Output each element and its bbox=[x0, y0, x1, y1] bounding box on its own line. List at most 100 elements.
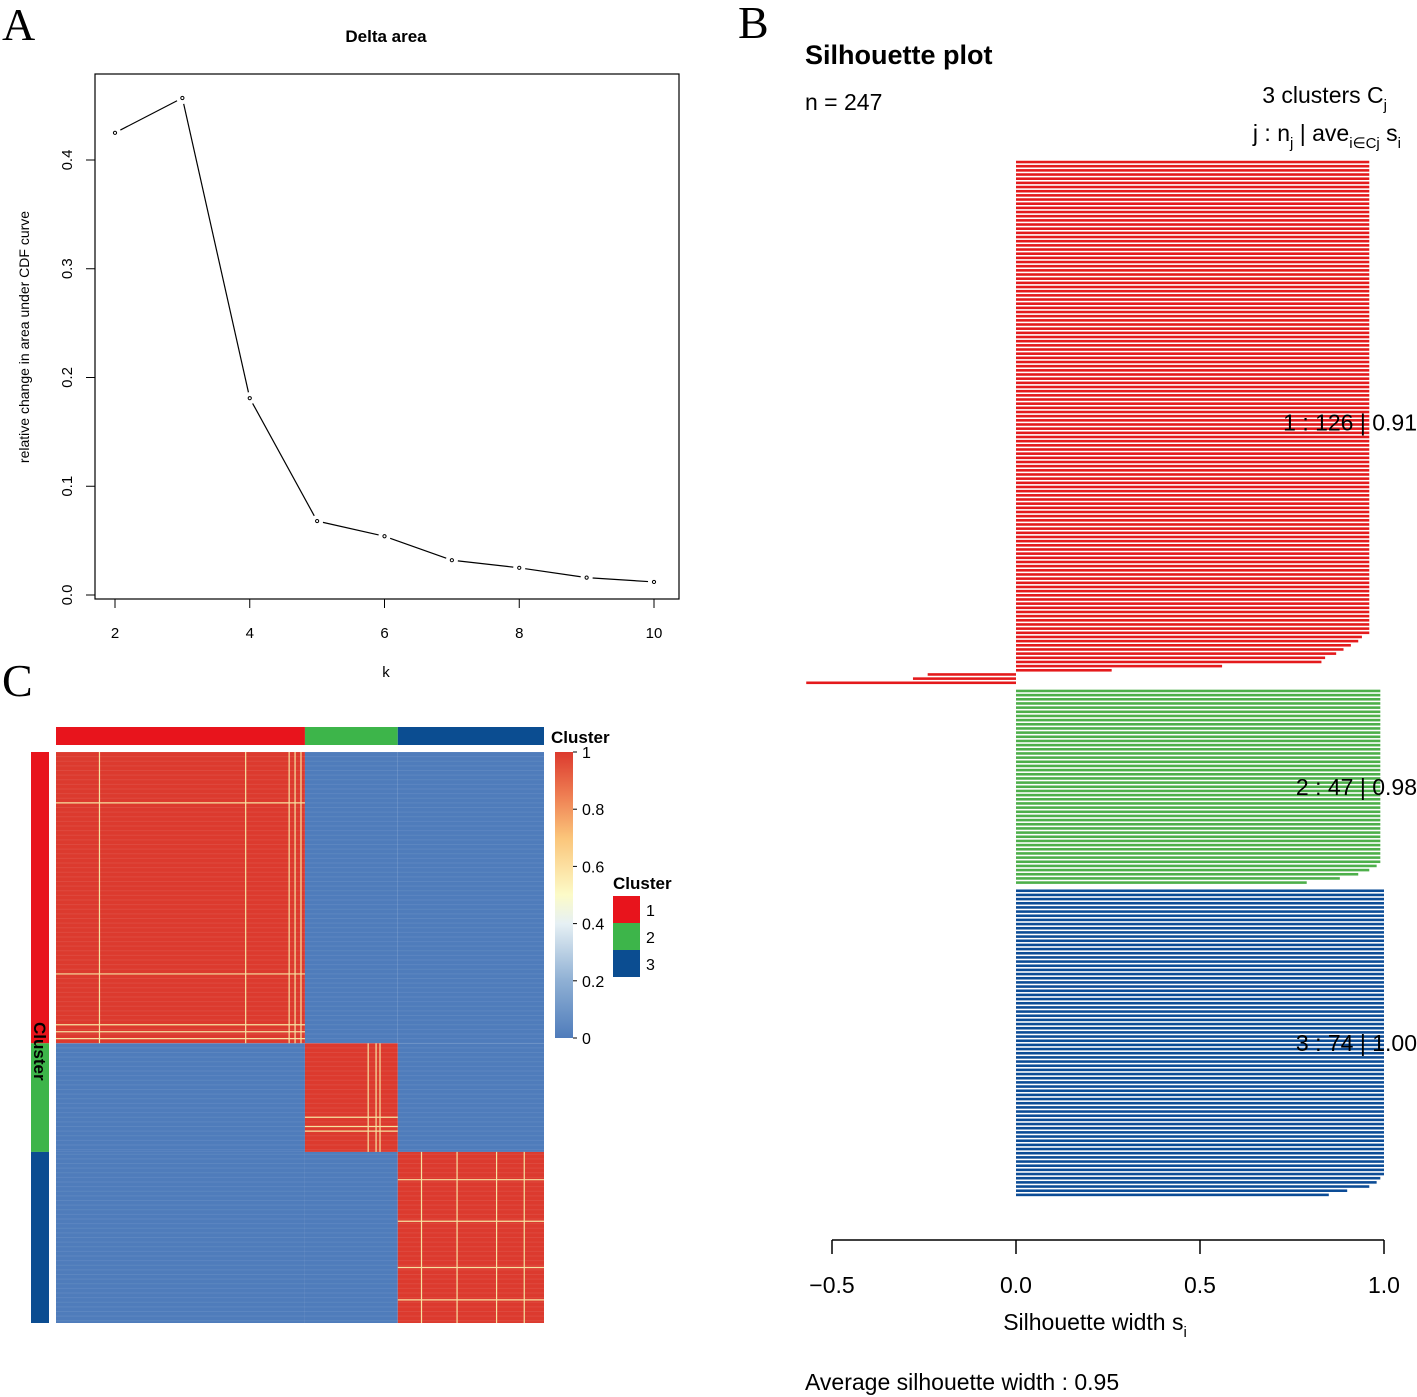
silhouette-bar bbox=[1016, 335, 1370, 339]
data-point bbox=[247, 396, 252, 401]
silhouette-bar bbox=[1016, 610, 1370, 614]
x-axis-label: k bbox=[382, 664, 390, 681]
silhouette-title: Silhouette plot bbox=[805, 40, 992, 70]
silhouette-bar bbox=[1016, 473, 1370, 476]
silhouette-bar bbox=[1016, 1156, 1384, 1159]
silhouette-bar bbox=[1016, 1131, 1384, 1134]
silhouette-bar bbox=[1016, 918, 1384, 922]
data-point bbox=[112, 130, 118, 135]
line-segment bbox=[322, 521, 379, 536]
panel-label-c: C bbox=[2, 655, 33, 706]
y-tick-label: 0.0 bbox=[59, 585, 76, 606]
heatmap-cells bbox=[56, 751, 544, 1323]
silhouette-bar bbox=[1016, 219, 1370, 222]
silhouette-bar bbox=[1016, 244, 1370, 247]
silhouette-bar bbox=[1016, 381, 1370, 385]
silhouette-bar bbox=[1016, 1064, 1384, 1068]
silhouette-bar bbox=[1016, 373, 1370, 376]
silhouette-bar bbox=[1016, 714, 1381, 718]
silhouette-bar bbox=[1016, 985, 1384, 988]
silhouette-bar bbox=[1016, 1043, 1384, 1047]
data-point bbox=[180, 95, 185, 101]
silhouette-bar bbox=[1016, 477, 1370, 480]
silhouette-bar bbox=[1016, 556, 1370, 560]
silhouette-tick-label: 1.0 bbox=[1368, 1272, 1400, 1298]
silhouette-bar bbox=[1016, 847, 1381, 851]
silhouette-bar bbox=[1016, 814, 1381, 818]
delta-area-axes: 2 4 6 8 10 0.0 0.1 0.2 0.3 0.4 bbox=[59, 150, 662, 642]
silhouette-bar bbox=[1016, 1151, 1384, 1155]
silhouette-bar bbox=[1016, 456, 1370, 460]
silhouette-bar bbox=[1016, 760, 1381, 764]
silhouette-bar bbox=[1016, 877, 1340, 880]
silhouette-bar bbox=[1016, 298, 1370, 301]
silhouette-bar bbox=[1016, 589, 1370, 593]
silhouette-bar bbox=[1016, 160, 1370, 164]
silhouette-bars bbox=[806, 160, 1384, 1197]
silhouette-bar bbox=[1016, 369, 1370, 372]
colorbar-tick-label: 0.6 bbox=[582, 859, 604, 876]
silhouette-bar bbox=[1016, 519, 1370, 522]
silhouette-bar bbox=[1016, 831, 1381, 834]
silhouette-bar bbox=[1016, 569, 1370, 572]
x-tick-label: 10 bbox=[646, 625, 663, 642]
top-cluster-bar bbox=[56, 727, 305, 745]
silhouette-bar bbox=[1016, 947, 1384, 951]
silhouette-bar bbox=[1016, 993, 1384, 997]
silhouette-bar bbox=[1016, 364, 1370, 368]
silhouette-bar bbox=[1016, 1014, 1384, 1018]
silhouette-bar bbox=[1016, 1072, 1384, 1076]
silhouette-bar bbox=[1016, 302, 1370, 305]
data-point bbox=[382, 534, 387, 539]
silhouette-bar bbox=[1016, 1051, 1384, 1055]
data-point bbox=[315, 518, 320, 524]
silhouette-bar bbox=[1016, 469, 1370, 472]
cluster-legend-title: Cluster bbox=[613, 874, 672, 893]
silhouette-bar bbox=[1016, 777, 1381, 780]
x-tick-label: 2 bbox=[111, 625, 119, 642]
line-segment bbox=[457, 560, 514, 568]
silhouette-bar bbox=[1016, 289, 1370, 293]
silhouette-bar bbox=[1016, 964, 1384, 968]
silhouette-bar bbox=[1016, 1068, 1384, 1072]
silhouette-bar bbox=[1016, 797, 1381, 801]
silhouette-bar bbox=[1016, 444, 1370, 447]
silhouette-bar bbox=[927, 673, 1016, 676]
heatmap-block bbox=[397, 1151, 544, 1323]
silhouette-bar bbox=[1016, 227, 1370, 230]
silhouette-bar bbox=[1016, 1176, 1381, 1180]
silhouette-bar bbox=[1016, 598, 1370, 601]
silhouette-bar bbox=[1016, 331, 1370, 335]
x-tick-label: 4 bbox=[246, 625, 254, 642]
silhouette-bar bbox=[1016, 981, 1384, 984]
silhouette-bar bbox=[1016, 627, 1370, 630]
silhouette-bar bbox=[1016, 997, 1384, 1001]
silhouette-bar bbox=[1016, 1139, 1384, 1143]
silhouette-bar bbox=[1016, 747, 1381, 751]
silhouette-bar bbox=[1016, 727, 1381, 730]
silhouette-bar bbox=[1016, 702, 1381, 705]
silhouette-bar bbox=[1016, 352, 1370, 355]
silhouette-bar bbox=[1016, 256, 1370, 260]
silhouette-bar bbox=[1016, 764, 1381, 768]
silhouette-bar bbox=[1016, 389, 1370, 393]
silhouette-bar bbox=[1016, 206, 1370, 210]
silhouette-bar bbox=[1016, 223, 1370, 226]
silhouette-axis: −0.5 0.0 0.5 1.0 bbox=[809, 1239, 1400, 1298]
line-segment bbox=[183, 103, 250, 393]
delta-area-chart: Delta area 2 4 6 8 10 0.0 0.1 0.2 0.3 0.4 k relat… bbox=[16, 27, 680, 681]
silhouette-bar bbox=[1016, 697, 1381, 701]
line-segment bbox=[525, 568, 581, 578]
silhouette-bar bbox=[1016, 735, 1381, 739]
silhouette-bar bbox=[1016, 881, 1307, 884]
silhouette-bar bbox=[1016, 614, 1370, 618]
silhouette-bar bbox=[1016, 385, 1370, 389]
cluster-annotation-bars bbox=[31, 727, 544, 1323]
heatmap-block bbox=[397, 1043, 544, 1152]
silhouette-bar bbox=[1016, 689, 1381, 693]
average-silhouette-footer: Average silhouette width : 0.95 bbox=[805, 1369, 1119, 1395]
silhouette-bar bbox=[1016, 606, 1370, 610]
panel-label-b: B bbox=[738, 0, 769, 48]
silhouette-bar bbox=[1016, 1026, 1384, 1030]
silhouette-bar bbox=[1016, 277, 1370, 280]
